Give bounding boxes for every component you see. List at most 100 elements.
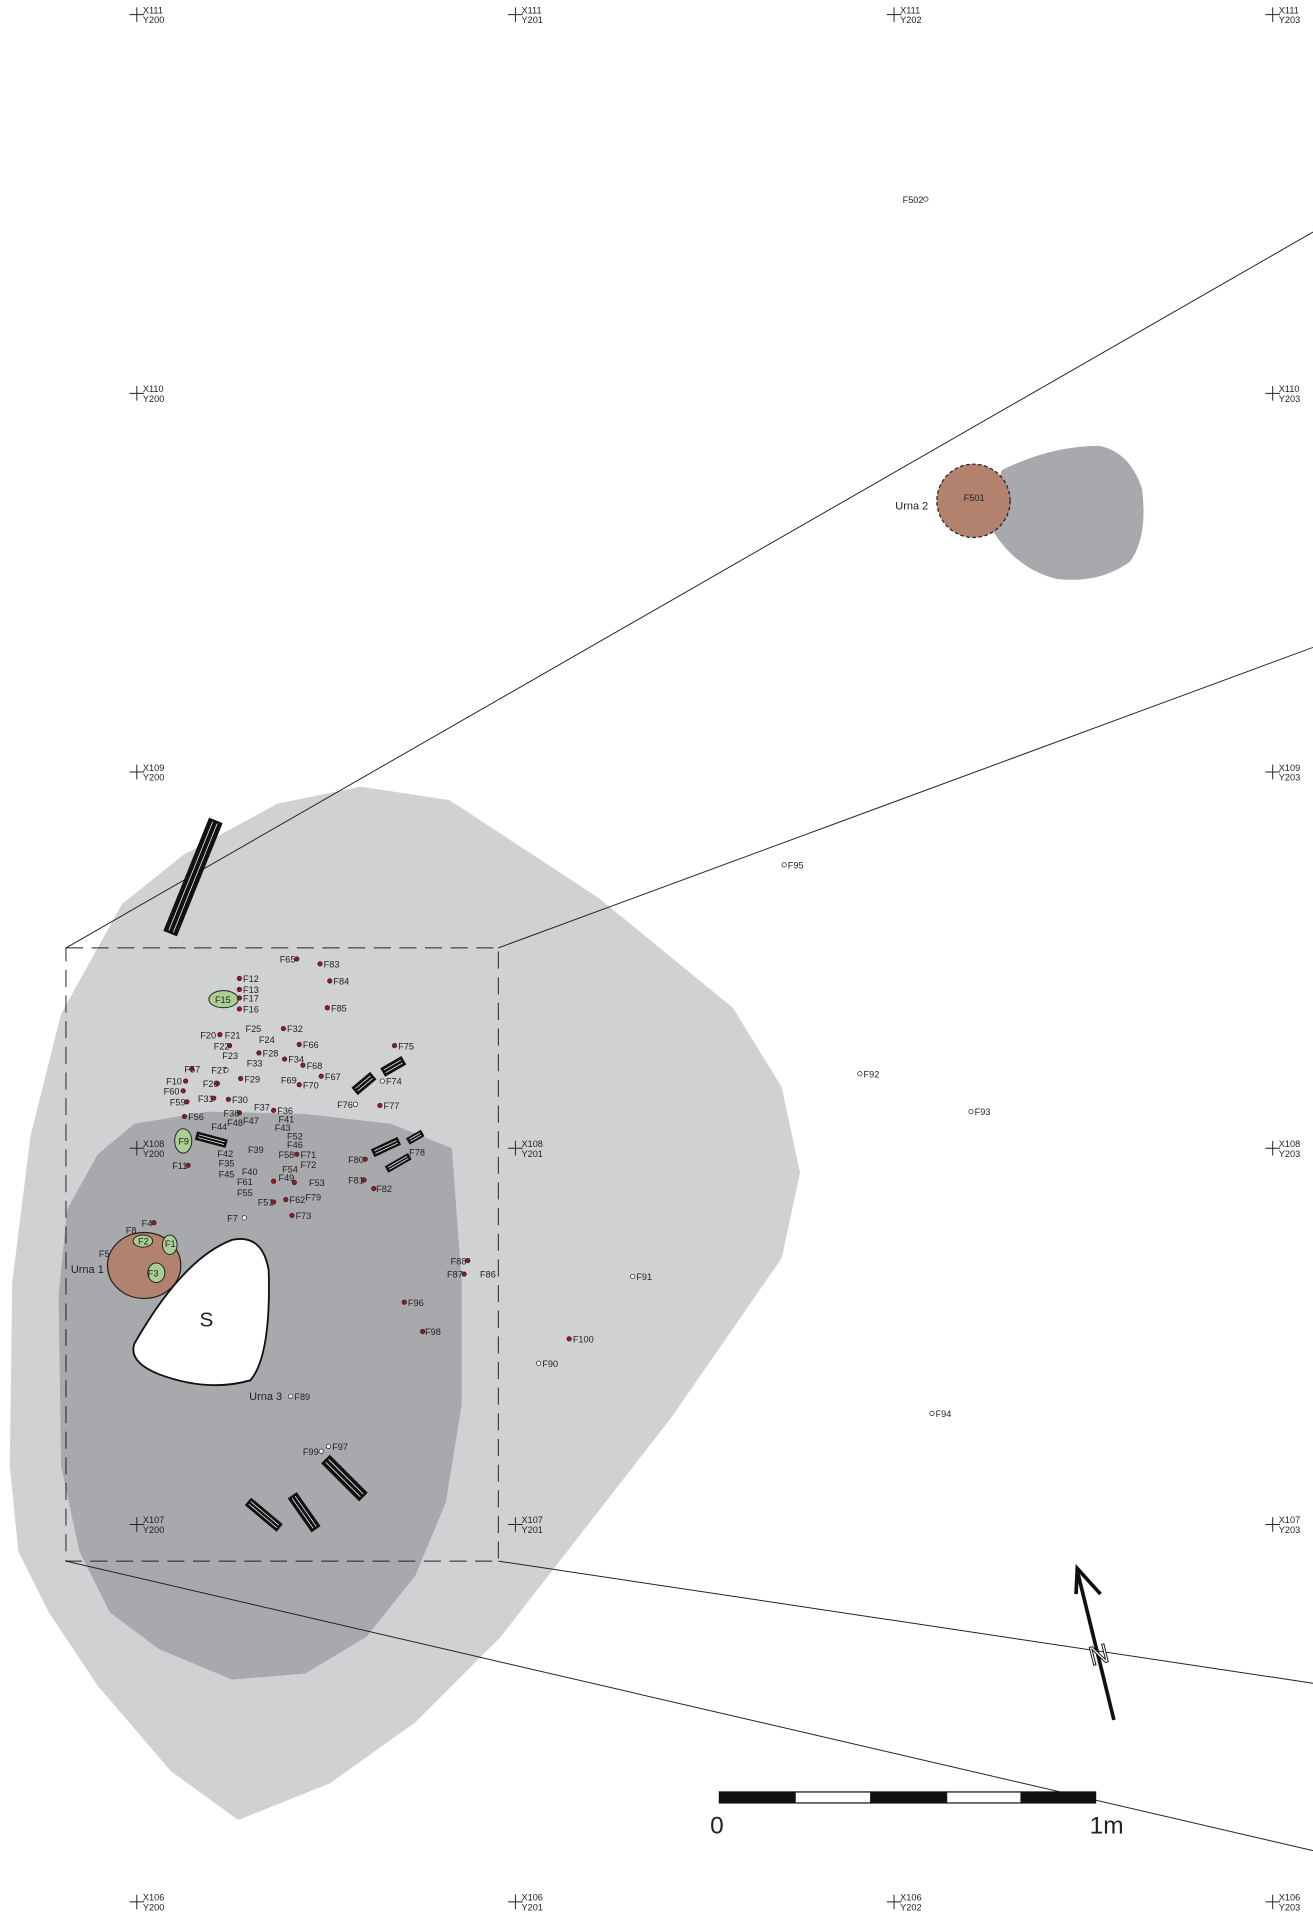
charcoal-grain [328, 1459, 364, 1495]
find-label: F44 [211, 1122, 227, 1132]
grid-x-label: X111 [1279, 5, 1299, 15]
grid-cross [129, 1140, 145, 1156]
find-label: F77 [384, 1101, 400, 1111]
urna-1-label: Urna 1 [71, 1264, 104, 1276]
find-point [223, 1067, 229, 1073]
find-point [227, 1043, 233, 1049]
charcoal-body [380, 1056, 407, 1077]
find-label: F8 [126, 1226, 137, 1236]
find-point [318, 1448, 324, 1454]
find-label: F53 [309, 1178, 325, 1188]
find-point [151, 1220, 157, 1226]
find-point [183, 1078, 189, 1084]
charcoal-body [244, 1497, 283, 1532]
find-point [238, 1076, 244, 1082]
grid-x-label: X107 [1279, 1515, 1300, 1525]
find-label: F82 [376, 1184, 392, 1194]
charcoal [287, 1492, 321, 1533]
find-point [241, 1215, 247, 1221]
charcoal [351, 1071, 377, 1096]
charcoal-grain [387, 1156, 408, 1168]
find-label: F41 [278, 1115, 294, 1125]
find-label: F27 [211, 1066, 227, 1076]
find-label: F47 [243, 1116, 259, 1126]
find-point [300, 1062, 306, 1068]
find-label: F92 [864, 1069, 880, 1079]
find-point [211, 1095, 217, 1101]
find-label: F65 [280, 955, 296, 965]
find-label: F51 [258, 1198, 274, 1208]
find-label: F81 [348, 1176, 364, 1186]
find-label: F36 [277, 1106, 293, 1116]
find-label: F80 [348, 1155, 364, 1165]
grid-y-label: Y203 [1279, 1525, 1300, 1535]
find-point [271, 1199, 277, 1205]
find-label: F12 [243, 974, 259, 984]
charcoal-pieces [163, 817, 425, 1533]
find-point [189, 1066, 195, 1072]
charcoal-grain [357, 1078, 373, 1092]
find-point [968, 1109, 974, 1115]
green-features [132, 990, 239, 1284]
charcoal-body [287, 1492, 321, 1533]
find-point [184, 1099, 190, 1105]
north-label: N [1086, 1638, 1112, 1672]
find-label: F20 [200, 1030, 216, 1040]
find-label: F21 [225, 1030, 241, 1040]
find-point [256, 1050, 262, 1056]
charcoal-grain [248, 1503, 278, 1528]
survey-lines [65, 231, 1313, 1852]
find-point [294, 956, 300, 962]
find-label: F79 [305, 1193, 321, 1203]
find-point [289, 1212, 295, 1218]
find-point [461, 1271, 467, 1277]
find-label: F49 [278, 1173, 294, 1183]
grid-y-label: Y203 [1279, 1149, 1300, 1159]
grid-x-label: X108 [1279, 1139, 1300, 1149]
find-point [923, 196, 929, 202]
find-label: F37 [254, 1102, 270, 1112]
charcoal [163, 817, 223, 937]
find-point [420, 1328, 426, 1335]
find-label: F78 [409, 1148, 425, 1158]
grid-y-label: Y201 [522, 1525, 543, 1535]
find-label: F7 [227, 1214, 238, 1224]
find-label: F95 [788, 860, 804, 870]
grid-y-label: Y200 [143, 1525, 164, 1535]
find-label: F55 [237, 1188, 253, 1198]
find-point [536, 1360, 542, 1366]
find-point [185, 1162, 191, 1168]
grid-cross [1265, 1517, 1281, 1532]
find-label: F5 [99, 1249, 110, 1259]
find-label: F67 [325, 1072, 341, 1082]
find-label: F16 [243, 1005, 259, 1015]
charcoal [321, 1454, 368, 1502]
grid-x-label: X111 [900, 5, 920, 15]
find-label: F87 [447, 1270, 463, 1280]
find-label: F38 [224, 1108, 240, 1118]
grid-x-label: X107 [522, 1515, 543, 1525]
find-point [929, 1410, 935, 1416]
find-label: F91 [636, 1272, 652, 1282]
grid-cross [1265, 7, 1281, 22]
stone [132, 1238, 270, 1387]
grid-x-label: X106 [143, 1893, 164, 1903]
find-label: F57 [184, 1064, 200, 1074]
find-label: F76 [337, 1100, 353, 1110]
find-label: F66 [303, 1040, 319, 1050]
charcoal-grain [375, 1142, 398, 1154]
find-point [294, 1151, 300, 1157]
find-label: F35 [219, 1159, 235, 1169]
grid-cross [129, 385, 145, 401]
urna-2-label: Urna 2 [895, 500, 928, 512]
grid-x-label: X107 [143, 1515, 164, 1525]
charcoal-body [351, 1071, 377, 1096]
find-point [465, 1258, 471, 1264]
charcoal-body [194, 1131, 228, 1148]
find-label: F9 [178, 1137, 189, 1147]
find-label: F85 [331, 1003, 347, 1013]
find-point [282, 1056, 288, 1062]
find-label: F83 [324, 959, 340, 969]
find-label: F39 [248, 1145, 264, 1155]
